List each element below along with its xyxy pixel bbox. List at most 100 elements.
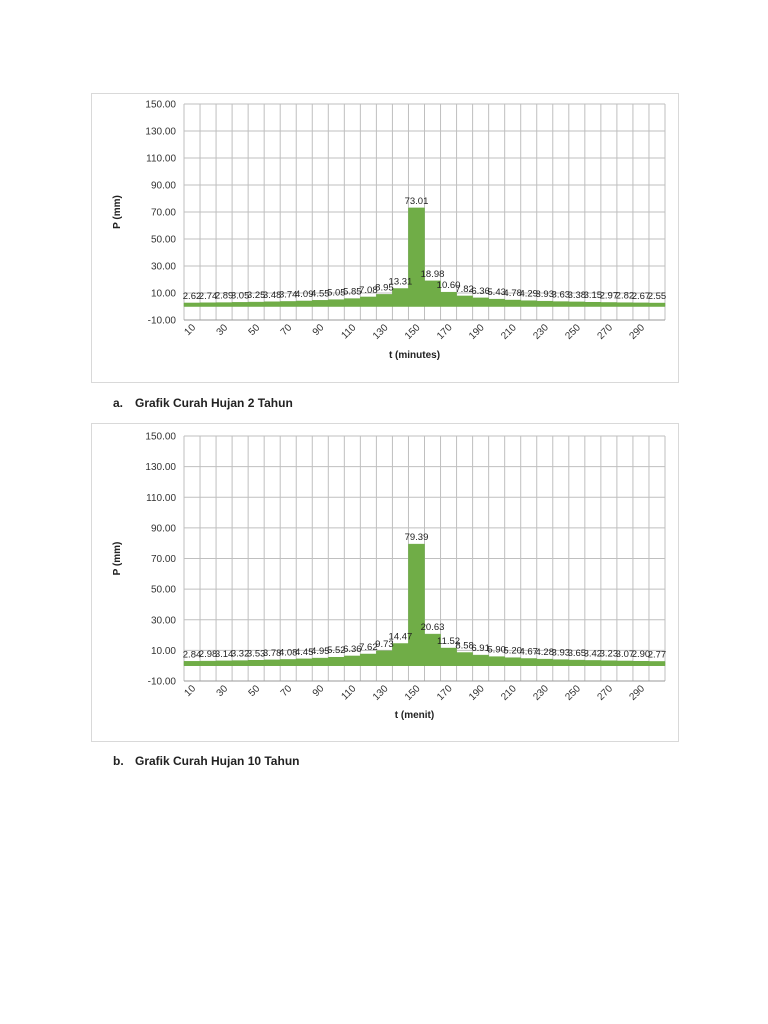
chart-2-year-svg: 150.00 130.00 110.00 90.00 70.00 50.00 30.00 10… <box>112 100 666 362</box>
data-label: 4.67 <box>519 647 538 658</box>
x-tick-label: 170 <box>435 322 455 342</box>
x-axis-title: t (menit) <box>395 710 434 721</box>
data-label: 3.32 <box>231 649 250 660</box>
x-tick-label: 190 <box>467 322 487 342</box>
data-label: 3.14 <box>215 649 234 660</box>
data-label: 3.23 <box>600 649 619 660</box>
y-tick-label: 90.00 <box>151 523 176 534</box>
data-label: 5.90 <box>487 645 506 656</box>
y-tick-label: 10.00 <box>151 646 176 657</box>
data-label: 3.93 <box>536 289 555 300</box>
x-tick-label: 170 <box>435 683 455 703</box>
data-label: 6.36 <box>471 286 490 297</box>
x-tick-label: 190 <box>467 683 487 703</box>
data-label: 6.91 <box>471 643 490 654</box>
x-axis-title: t (minutes) <box>389 350 440 361</box>
x-tick-label: 30 <box>215 322 231 338</box>
x-tick-label: 270 <box>595 683 615 703</box>
y-tick-label: -10.00 <box>148 316 177 327</box>
y-tick-label: 30.00 <box>151 615 176 626</box>
y-tick-label: 110.00 <box>146 154 176 165</box>
data-label: 3.07 <box>616 649 635 660</box>
data-label: 20.63 <box>421 622 445 633</box>
caption-a: a. Grafik Curah Hujan 2 Tahun <box>113 396 293 410</box>
data-label: 2.98 <box>199 649 218 660</box>
x-tick-label: 30 <box>215 683 231 699</box>
y-axis-title: P (mm) <box>112 195 123 229</box>
y-tick-label: 150.00 <box>145 432 176 443</box>
y-tick-label: 50.00 <box>151 585 176 596</box>
y-tick-label: 90.00 <box>151 181 176 192</box>
caption-a-text: Grafik Curah Hujan 2 Tahun <box>135 396 293 410</box>
x-tick-label: 290 <box>627 683 647 703</box>
x-tick-label: 10 <box>182 322 198 338</box>
data-label: 4.08 <box>279 647 298 658</box>
y-tick-label: 50.00 <box>151 235 176 246</box>
y-tick-label: 150.00 <box>145 100 176 111</box>
data-label: 3.48 <box>263 290 282 301</box>
data-label: 2.67 <box>632 291 651 302</box>
data-label: 73.01 <box>405 196 429 207</box>
data-label: 3.78 <box>263 648 282 659</box>
data-label: 5.52 <box>327 645 346 656</box>
data-label: 4.45 <box>295 647 314 658</box>
data-label: 3.53 <box>247 648 266 659</box>
data-label: 3.93 <box>552 648 571 659</box>
x-tick-label: 130 <box>371 322 391 342</box>
caption-b-text: Grafik Curah Hujan 10 Tahun <box>135 754 300 768</box>
data-label: 2.77 <box>648 649 667 660</box>
data-label: 5.85 <box>343 287 362 298</box>
y-tick-label: 30.00 <box>151 262 176 273</box>
x-tick-label: 10 <box>182 683 198 699</box>
x-tick-label: 90 <box>311 683 327 699</box>
data-label: 2.74 <box>199 291 218 302</box>
data-label: 8.58 <box>455 641 474 652</box>
data-label: 2.97 <box>600 290 619 301</box>
data-label: 7.08 <box>359 285 378 296</box>
data-label: 3.05 <box>231 290 250 301</box>
x-tick-label: 230 <box>531 322 551 342</box>
x-tick-label: 230 <box>531 683 551 703</box>
data-label: 5.05 <box>327 288 346 299</box>
data-label: 2.84 <box>183 649 202 660</box>
x-tick-label: 50 <box>247 683 263 699</box>
y-axis-title: P (mm) <box>112 542 123 576</box>
data-label: 9.73 <box>375 639 394 650</box>
rainfall-area <box>183 543 666 666</box>
x-tick-label: 90 <box>311 322 327 338</box>
data-label: 3.65 <box>568 648 587 659</box>
data-label: 2.89 <box>215 291 234 302</box>
rainfall-area <box>183 207 666 307</box>
x-tick-label: 150 <box>403 322 423 342</box>
caption-b: b. Grafik Curah Hujan 10 Tahun <box>113 754 299 768</box>
data-label: 18.98 <box>421 269 445 280</box>
data-label: 5.43 <box>487 287 506 298</box>
x-tick-label: 70 <box>279 683 295 699</box>
x-tick-label: 210 <box>499 683 519 703</box>
data-label: 7.82 <box>455 284 474 295</box>
data-label: 13.31 <box>389 277 413 288</box>
data-label: 79.39 <box>405 532 429 543</box>
caption-b-letter: b. <box>113 754 124 768</box>
data-label: 3.25 <box>247 290 266 301</box>
data-label: 3.63 <box>552 290 571 301</box>
data-label: 14.47 <box>389 632 413 643</box>
x-tick-label: 110 <box>339 322 358 341</box>
chart-10-year-svg: 150.00 130.00 110.00 90.00 70.00 50.00 30.00 10… <box>112 432 667 722</box>
caption-a-letter: a. <box>113 396 124 410</box>
data-label: 3.42 <box>584 648 603 659</box>
data-label: 6.36 <box>343 644 362 655</box>
data-label: 7.62 <box>359 642 378 653</box>
x-tick-label: 250 <box>563 322 583 342</box>
data-label: 2.62 <box>183 291 202 302</box>
y-tick-label: 130.00 <box>145 462 176 473</box>
x-tick-label: 130 <box>371 683 391 703</box>
x-tick-label: 250 <box>563 683 583 703</box>
data-label: 3.74 <box>279 289 298 300</box>
data-label: 3.15 <box>584 290 603 301</box>
data-label: 4.09 <box>295 289 314 300</box>
y-tick-label: 10.00 <box>151 289 176 300</box>
x-tick-label: 290 <box>627 322 647 342</box>
data-label: 4.28 <box>536 647 555 658</box>
x-tick-label: 270 <box>595 322 615 342</box>
